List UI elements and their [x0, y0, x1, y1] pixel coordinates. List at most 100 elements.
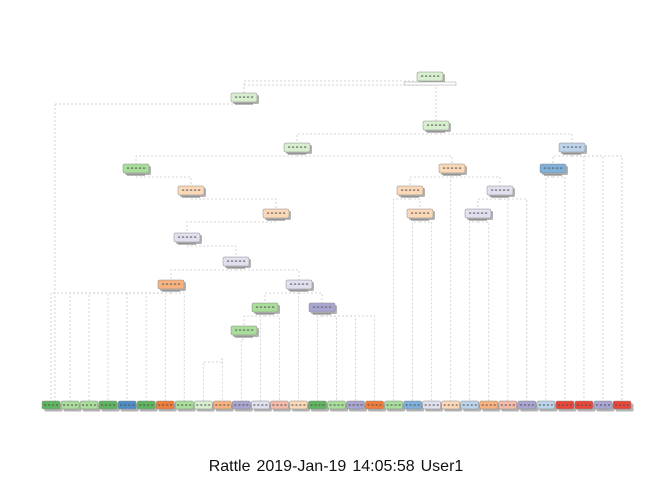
leaf-edge — [69, 289, 172, 401]
leaf-box — [498, 400, 518, 410]
tree-leaf — [365, 400, 387, 412]
tree-node — [464, 208, 493, 221]
leaf-stat-mark — [158, 404, 161, 406]
leaf-box — [479, 400, 499, 410]
split-rule-mark — [491, 196, 509, 198]
tree-leaf — [574, 400, 596, 412]
leaf-box — [384, 400, 403, 410]
node-stat-mark — [481, 212, 484, 214]
split-rule-mark — [267, 219, 285, 221]
node-stat-mark — [575, 146, 578, 148]
node-stat-mark — [507, 189, 510, 191]
tree-leaf — [117, 400, 139, 412]
leaf-stat-mark — [588, 404, 591, 406]
node-stat-mark — [451, 167, 454, 169]
leaf-stat-mark — [500, 404, 503, 406]
tree-edge — [296, 130, 437, 143]
tree-node — [157, 279, 186, 292]
leaf-stat-mark — [246, 404, 249, 406]
leaf-stat-mark — [139, 404, 142, 406]
leaf-stat-mark — [417, 404, 420, 406]
node-stat-mark — [443, 167, 446, 169]
node-stat-mark — [190, 189, 193, 191]
node-stat-mark — [239, 260, 242, 262]
node-stat-mark — [178, 236, 181, 238]
tree-leaf — [41, 400, 63, 412]
tree-leaf — [289, 400, 310, 412]
tree-nodes — [122, 71, 587, 338]
caption-time: 14:05:58 — [352, 458, 415, 475]
leaf-edge — [552, 173, 566, 401]
tree-edge — [243, 80, 430, 93]
split-rule-mark — [182, 196, 200, 198]
node-stat-mark — [260, 306, 263, 308]
split-rule-mark — [469, 219, 487, 221]
leaf-stat-mark — [627, 404, 629, 406]
leaf-box — [460, 400, 479, 410]
leaf-stat-mark — [48, 404, 50, 406]
tree-node — [422, 120, 451, 133]
node-stat-mark — [306, 283, 309, 285]
leaf-stat-mark — [257, 404, 260, 406]
tree-leaf — [536, 400, 558, 412]
tree-edge — [190, 195, 277, 209]
tree-edge — [243, 81, 431, 93]
leaf-box — [422, 400, 441, 410]
tree-leaf — [98, 400, 120, 412]
leaf-stat-mark — [508, 404, 511, 406]
node-stat-mark — [405, 189, 408, 191]
node-stat-mark — [302, 283, 305, 285]
leaf-stat-mark — [90, 404, 93, 406]
tree-leaves — [41, 400, 634, 412]
tree-node — [251, 302, 280, 315]
leaf-edge — [321, 312, 337, 401]
leaf-stat-mark — [295, 404, 298, 406]
leaf-stat-mark — [44, 404, 46, 406]
leaf-stat-mark — [386, 404, 389, 406]
node-stat-mark — [186, 236, 189, 238]
leaf-stat-mark — [124, 404, 127, 406]
leaf-stat-mark — [519, 404, 522, 406]
leaf-stat-mark — [394, 404, 397, 406]
node-stat-mark — [251, 329, 254, 331]
leaf-stat-mark — [284, 404, 287, 406]
node-stat-mark — [300, 146, 303, 148]
node-stat-mark — [415, 212, 418, 214]
tree-edge — [54, 103, 244, 401]
leaf-edge — [298, 289, 300, 401]
split-rule-mark — [162, 290, 180, 292]
leaf-stat-mark — [162, 404, 165, 406]
node-stat-mark — [198, 189, 201, 191]
leaf-edge — [145, 289, 172, 401]
tree-node — [406, 208, 435, 221]
tree-leaf — [174, 400, 196, 412]
leaf-stat-mark — [151, 404, 154, 406]
leaf-edge — [164, 289, 172, 401]
tree-leaf — [422, 400, 444, 412]
node-stat-mark — [437, 75, 440, 77]
leaf-stat-mark — [276, 404, 279, 406]
tree-node — [222, 256, 251, 269]
node-stat-mark — [491, 189, 494, 191]
leaf-box — [517, 400, 537, 410]
tree-node — [486, 185, 515, 198]
tree-leaf — [460, 400, 482, 412]
tree-leaf — [79, 400, 101, 412]
leaf-stat-mark — [489, 404, 492, 406]
leaf-stat-mark — [371, 404, 374, 406]
node-stat-mark — [556, 167, 559, 169]
tree-node — [308, 302, 337, 315]
leaf-stat-mark — [470, 404, 473, 406]
tree-edges — [50, 80, 623, 401]
node-stat-mark — [190, 236, 193, 238]
node-stat-mark — [417, 189, 420, 191]
tree-leaf — [555, 400, 577, 412]
leaf-stat-mark — [52, 404, 54, 406]
leaf-stat-mark — [576, 404, 579, 406]
node-stat-mark — [290, 283, 293, 285]
leaf-stat-mark — [242, 404, 245, 406]
tree-edge — [296, 152, 453, 164]
tree-node — [177, 185, 206, 198]
node-stat-mark — [243, 96, 246, 98]
split-rule-mark — [411, 219, 429, 221]
